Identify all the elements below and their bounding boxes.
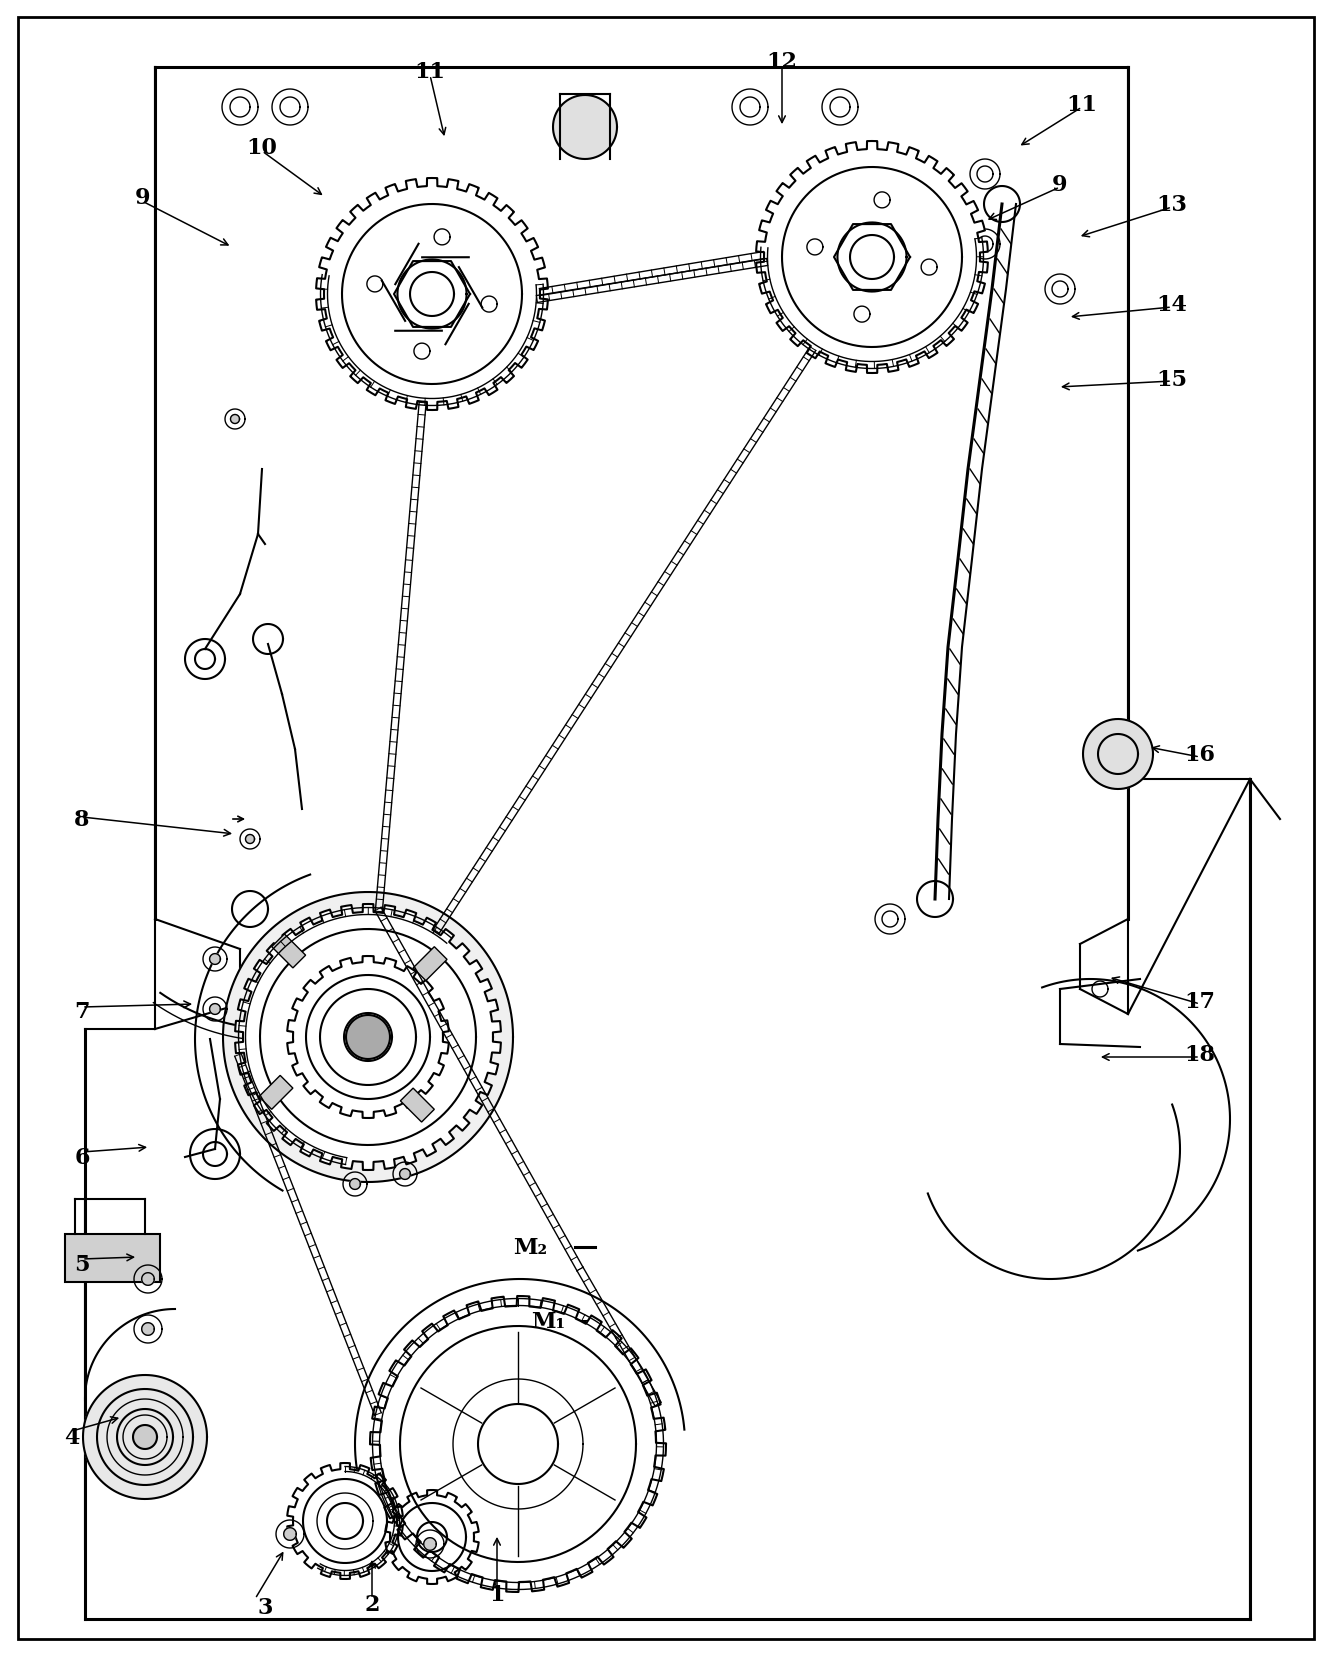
Polygon shape: [245, 835, 254, 843]
Bar: [401, 1089, 434, 1122]
Text: 9: 9: [135, 187, 149, 209]
Text: 12: 12: [766, 51, 798, 73]
Bar: [258, 1075, 293, 1110]
Polygon shape: [349, 1178, 361, 1190]
Polygon shape: [133, 1425, 157, 1450]
Text: 5: 5: [75, 1253, 89, 1276]
Polygon shape: [757, 143, 988, 374]
Text: 3: 3: [257, 1596, 273, 1617]
Polygon shape: [141, 1273, 155, 1286]
Polygon shape: [553, 96, 617, 161]
Polygon shape: [424, 1538, 437, 1551]
Polygon shape: [284, 1528, 296, 1541]
Polygon shape: [141, 1322, 155, 1336]
Polygon shape: [288, 956, 449, 1118]
Polygon shape: [83, 1375, 206, 1500]
Text: 10: 10: [246, 138, 277, 159]
Text: 8: 8: [75, 809, 89, 830]
Text: 6: 6: [75, 1147, 89, 1168]
Text: 14: 14: [1156, 293, 1187, 316]
Text: M₁: M₁: [531, 1311, 565, 1332]
Polygon shape: [385, 1490, 478, 1584]
Polygon shape: [370, 1296, 666, 1592]
Text: M₂: M₂: [513, 1236, 547, 1258]
Text: 9: 9: [1052, 174, 1068, 196]
Text: 18: 18: [1184, 1044, 1216, 1065]
Text: 16: 16: [1184, 744, 1216, 766]
Polygon shape: [236, 905, 501, 1170]
Text: 1: 1: [489, 1582, 505, 1606]
Bar: [65, 1234, 160, 1283]
Polygon shape: [209, 1004, 220, 1014]
Text: 17: 17: [1184, 991, 1216, 1012]
Polygon shape: [230, 416, 240, 424]
Polygon shape: [346, 1016, 390, 1059]
Polygon shape: [222, 893, 513, 1183]
Polygon shape: [400, 1168, 410, 1180]
Text: 7: 7: [75, 1001, 89, 1022]
Text: 4: 4: [64, 1427, 80, 1448]
Bar: [413, 948, 448, 981]
Polygon shape: [209, 954, 220, 964]
Text: 11: 11: [1067, 94, 1098, 116]
Bar: [272, 935, 305, 968]
Polygon shape: [316, 179, 547, 411]
Text: 2: 2: [364, 1592, 380, 1616]
Polygon shape: [1083, 719, 1154, 789]
Text: 11: 11: [414, 61, 445, 83]
Text: 15: 15: [1156, 370, 1188, 391]
Text: 13: 13: [1156, 194, 1187, 215]
Polygon shape: [288, 1463, 402, 1579]
